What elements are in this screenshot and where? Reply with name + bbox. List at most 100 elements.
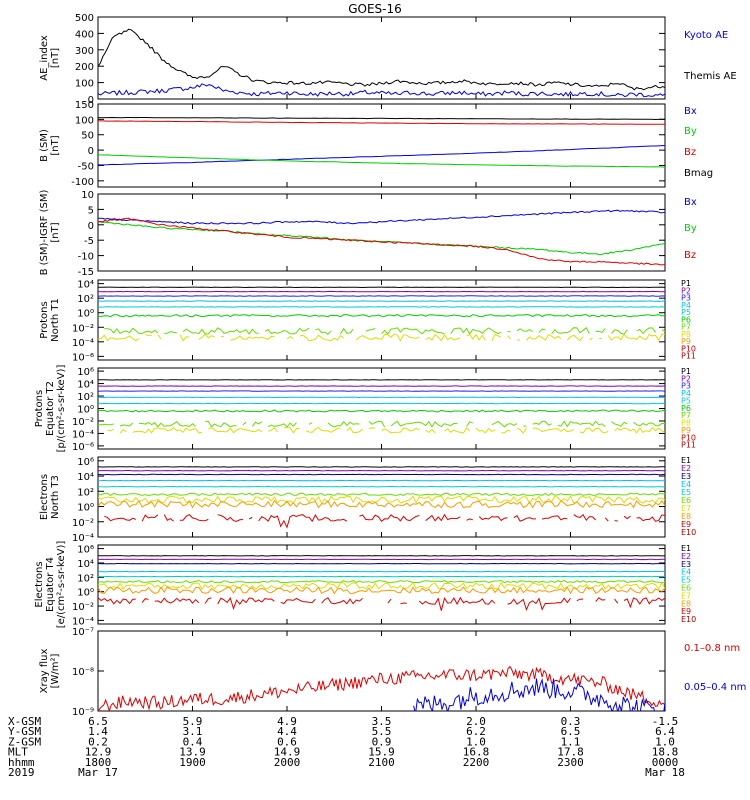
y-tick-label: 10⁰ <box>77 309 94 320</box>
y-tick-label: 200 <box>75 62 94 73</box>
y-axis-label: North T1 <box>50 298 61 342</box>
axis-row-value: 0.4 <box>183 735 203 748</box>
legend-entry: Bx <box>684 197 697 208</box>
legend-entry: By <box>684 126 697 137</box>
y-axis-label: [nT] <box>50 222 61 242</box>
legend-entry: E3 <box>681 560 691 569</box>
axis-row-value: 0.6 <box>277 735 297 748</box>
plot-title: GOES-16 <box>348 2 402 16</box>
legend-entry: E9 <box>681 520 691 529</box>
series-line-kyoto-ae <box>98 83 665 98</box>
y-tick-label: 10⁶ <box>77 457 94 468</box>
legend-entry: P4 <box>681 389 691 398</box>
legend-entry: P2 <box>681 286 691 295</box>
axis-row-value: 0000 <box>652 756 679 769</box>
series-line-bz <box>98 120 665 125</box>
y-axis-label: B (SM)-IGRF (SM) <box>39 190 50 276</box>
axis-row-value: 12.9 <box>85 746 112 759</box>
y-tick-label: 10⁻⁴ <box>72 616 94 627</box>
panel-frame <box>97 630 666 712</box>
y-tick-label: 100 <box>75 79 94 90</box>
axis-row-value: 2200 <box>463 756 490 769</box>
axis-row-value: 4.4 <box>277 725 297 738</box>
legend-entry: E4 <box>681 568 691 577</box>
y-tick-label: 10⁻⁸ <box>72 667 94 678</box>
axis-row-value: 17.8 <box>557 746 584 759</box>
y-axis-label: B (SM) <box>39 129 50 162</box>
y-tick-label: 10⁻² <box>72 323 94 334</box>
y-tick-label: 10⁻⁴ <box>72 338 94 349</box>
axis-row-label: 2019 <box>8 766 35 779</box>
legend-entry: E6 <box>681 584 691 593</box>
y-axis-label: Electrons <box>39 474 50 520</box>
axis-row-value: 5.5 <box>372 725 392 738</box>
axis-row-value: 16.8 <box>463 746 490 759</box>
panel-frame <box>97 103 666 188</box>
channel-line-p7 <box>98 420 665 428</box>
axis-row-value: 18.8 <box>652 746 679 759</box>
y-axis-label: Equator T4 <box>45 557 56 612</box>
axis-row-value: Mar 17 <box>78 766 118 779</box>
axis-row-value: 1.0 <box>466 735 486 748</box>
axis-row-value: 1.0 <box>655 735 675 748</box>
series-group <box>98 286 665 342</box>
axis-row-value: 2100 <box>368 756 395 769</box>
y-tick-label: -50 <box>78 161 94 172</box>
legend-entry: E7 <box>681 504 691 513</box>
panel-8: 10⁻⁷ 10⁻⁸ 10⁻⁹ Xray flux [W/m²] 0.1–0.8 nm 0.0… <box>39 627 746 718</box>
y-tick-label: 10² <box>77 573 94 584</box>
legend-entry: P3 <box>681 382 691 391</box>
legend-entry: P9 <box>681 426 691 435</box>
legend-entry: Bz <box>684 147 696 158</box>
axis-row-value: 14.9 <box>274 746 301 759</box>
y-tick-label: 10 <box>81 190 94 201</box>
channel-line-p6 <box>98 313 665 318</box>
series-group <box>98 116 665 168</box>
legend-entry: P6 <box>681 315 691 324</box>
y-tick-label: 10⁻² <box>72 518 94 529</box>
y-tick-label: 50 <box>81 131 94 142</box>
legend-entry: P7 <box>681 323 691 332</box>
legend-entry: P5 <box>681 396 691 405</box>
y-tick-label: 0 <box>88 95 94 106</box>
legend-entry: E1 <box>681 544 691 553</box>
axis-row-value: -1.5 <box>652 715 679 728</box>
panel-1: 0 100 200 300 400 500 AE_index [nT] Kyoto AE Them… <box>39 13 737 106</box>
axis-row-value: 2.0 <box>466 715 486 728</box>
y-tick-label: -15 <box>78 267 94 278</box>
y-tick-label: 300 <box>75 46 94 57</box>
legend-entry: P11 <box>681 441 696 450</box>
legend-entry: 0.05–0.4 nm <box>684 682 746 693</box>
y-axis-label: Protons <box>34 390 45 427</box>
channel-line-p8 <box>98 333 665 342</box>
series-group <box>98 28 665 98</box>
legend-entry: E5 <box>681 576 691 585</box>
axis-row-value: 3.5 <box>372 715 392 728</box>
axis-row-value: 1800 <box>85 756 112 769</box>
legend-entry: P8 <box>681 330 691 339</box>
series-line-bx <box>98 209 665 225</box>
y-tick-label: -100 <box>71 177 94 188</box>
legend-entry: E6 <box>681 496 691 505</box>
legend-entry: P8 <box>681 419 691 428</box>
series-group <box>98 379 665 434</box>
y-tick-label: 10⁻⁴ <box>72 429 94 440</box>
legend-entry: E3 <box>681 472 691 481</box>
axis-row-value: 1900 <box>179 756 206 769</box>
y-tick-label: 10⁴ <box>77 380 94 391</box>
y-tick-label: 10⁴ <box>77 559 94 570</box>
legend-entry: P1 <box>681 367 691 376</box>
channel-line-e7 <box>98 581 665 591</box>
axis-row-value: 1.1 <box>561 735 581 748</box>
channel-line-e2 <box>98 558 665 561</box>
y-tick-label: 10⁴ <box>77 280 94 291</box>
y-tick-label: 10⁻² <box>72 417 94 428</box>
y-tick-label: 10⁻⁶ <box>72 352 94 363</box>
series-line-bx <box>98 145 665 166</box>
legend-entry: P11 <box>681 352 696 361</box>
axis-row-value: 0.2 <box>88 735 108 748</box>
legend-entry: Bz <box>684 250 696 261</box>
legend-entry: P4 <box>681 301 691 310</box>
channel-line-e6 <box>98 492 665 497</box>
